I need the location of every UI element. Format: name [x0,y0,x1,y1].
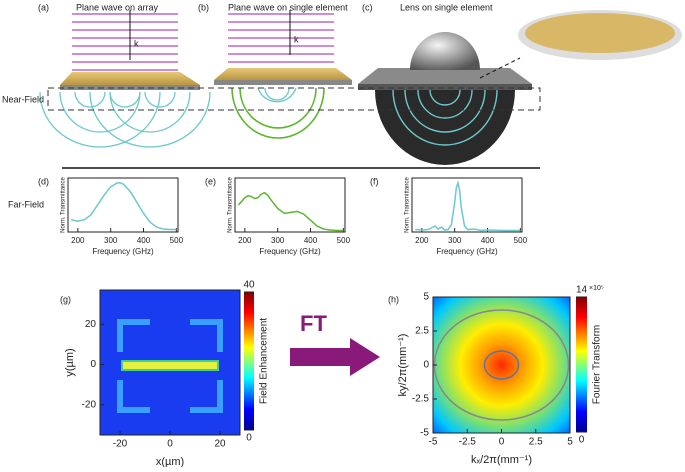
plane-waves [72,13,334,71]
colorbar-tick-label: 0 [246,433,252,444]
x-tick-label: -20 [113,439,128,450]
array-slab [60,72,200,85]
panel-title: Plane wave on array [76,2,159,12]
x-tick-label: 300 [448,236,462,245]
heatmap-h [433,297,570,433]
colorbar-tick-label: 0 [579,435,585,446]
y-tick-label: -20 [82,399,97,410]
line [415,180,521,232]
panel-label: (h) [388,294,399,304]
x-tick-label: 0 [167,439,173,450]
y-axis-label: Norm. Transmittance [228,176,234,232]
x-tick-label: 300 [104,236,118,245]
k-label: k [134,38,139,48]
zoom-line [479,57,521,79]
lens-body [375,90,515,165]
colorbar-exponent: ×10⁵ [589,285,604,292]
x-tick-label: 200 [415,236,429,245]
x-tick-label: 400 [137,236,151,245]
colorbar-tick-label: 40 [243,280,255,291]
colorbar-tick-label: 14 [576,285,588,296]
y-axis-label: Norm. Transmittance [61,176,67,232]
panel-label: (a) [38,2,49,12]
y-tick-label: 20 [85,319,97,330]
y-tick-label: 0 [423,360,429,371]
panel-title: Lens on single element [400,2,493,12]
panel-label: (d) [38,176,49,186]
y-tick-label: 0 [90,359,96,370]
illustrations: (a) (b) (c) Plane wave on array Plane wa… [2,2,682,376]
colorbar-label: Field Enhancement [259,318,270,404]
ft-label: FT [300,311,327,336]
x-tick-label: 5 [567,437,573,448]
plot-frame [234,177,346,233]
lens-waves [392,89,498,146]
colorbar [244,292,254,430]
ft-arrow [290,338,380,376]
far-field-label: Far-Field [8,199,44,209]
y-tick-label: -5 [420,428,429,439]
y-axis-label: y(µm) [64,348,76,376]
y-axis-label: ky/2π(mm⁻¹) [397,334,409,397]
y-tick-label: -2.5 [412,394,430,405]
k-label: k [294,34,299,44]
x-tick-label: 400 [304,236,318,245]
x-tick-label: 300 [271,236,285,245]
panel-title: Plane wave on single element [228,2,348,12]
panel-label: (b) [198,2,209,12]
x-tick-label: 2.5 [529,437,543,448]
x-tick-label: -5 [429,437,438,448]
x-tick-label: -2.5 [459,437,477,448]
y-axis-label: Norm. Transmittance [405,176,411,232]
x-tick-label: 200 [238,236,252,245]
x-axis-label: kₓ/2π(mm⁻¹) [471,454,532,466]
x-tick-label: 200 [71,236,85,245]
colorbar [576,297,587,432]
x-tick-label: 500 [514,236,528,245]
near-field-box [47,87,541,111]
x-tick-label: 20 [214,439,226,450]
near-field-waves [39,87,297,148]
lens-slab [358,68,532,84]
x-tick-label: 0 [499,437,505,448]
single-waves [231,87,325,139]
panel-label: (e) [205,176,216,186]
x-tick-label: 400 [481,236,495,245]
x-axis-label: Frequency (GHz) [259,247,321,256]
plot-frame [411,177,523,233]
contour [483,350,520,380]
zoom-gold [525,13,675,53]
y-tick-label: 2.5 [415,326,429,337]
near-field-label: Near-Field [2,94,44,104]
colorbar-label: Fourier Transform [592,325,603,404]
slab-edge [358,84,532,90]
panel-label: (g) [60,294,71,304]
line [71,182,177,231]
slab-edge [214,80,352,85]
lens-dome [410,32,480,70]
x-axis-label: x(µm) [156,456,184,467]
panel-label: (c) [362,2,373,12]
x-tick-label: 500 [170,236,184,245]
single-slab [214,68,352,80]
panel-label: (f) [370,176,379,186]
x-tick-label: 500 [337,236,351,245]
y-tick-label: 5 [423,292,429,303]
resonator-shape [117,319,223,413]
hot-gap [121,360,219,371]
plot-frame [67,177,179,233]
line [237,191,344,232]
x-axis-label: Frequency (GHz) [92,247,154,256]
x-axis-label: Frequency (GHz) [436,247,498,256]
